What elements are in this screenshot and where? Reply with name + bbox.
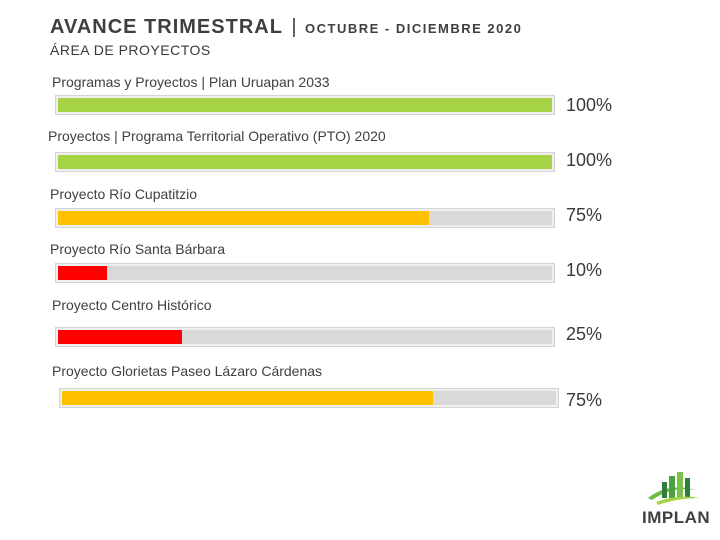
progress-percent: 100%	[566, 95, 613, 115]
progress-fill	[58, 211, 429, 225]
project-row: Proyecto Centro Histórico 25%	[52, 297, 672, 349]
progress-track	[60, 389, 558, 407]
title-main: AVANCE TRIMESTRAL	[50, 16, 283, 38]
progress-fill	[62, 391, 433, 405]
project-row: Proyectos | Programa Territorial Operati…	[48, 128, 668, 172]
logo-wordmark: IMPLAN	[642, 508, 711, 527]
project-label: Programas y Proyectos | Plan Uruapan 203…	[52, 74, 330, 90]
report-title: AVANCE TRIMESTRAL | OCTUBRE - DICIEMBRE …	[50, 16, 522, 39]
progress-track	[56, 209, 554, 227]
project-label: Proyecto Río Cupatitzio	[50, 186, 198, 202]
progress-track	[56, 96, 554, 114]
title-separator: |	[291, 16, 297, 38]
progress-percent: 10%	[566, 260, 603, 280]
building-leaf-logo-icon	[638, 468, 714, 536]
project-row: Proyecto Río Cupatitzio 75%	[50, 186, 670, 230]
progress-fill	[58, 155, 552, 169]
progress-track	[56, 328, 554, 346]
progress-percent: 75%	[566, 205, 603, 225]
progress-track	[56, 264, 554, 282]
project-row: Proyecto Glorietas Paseo Lázaro Cárdenas…	[52, 363, 672, 413]
project-row: Proyecto Río Santa Bárbara 10%	[50, 241, 670, 285]
progress-percent: 100%	[566, 150, 613, 170]
project-label: Proyecto Río Santa Bárbara	[50, 241, 226, 257]
progress-percent: 25%	[566, 324, 603, 344]
progress-fill	[58, 266, 108, 280]
project-row: Programas y Proyectos | Plan Uruapan 203…	[52, 74, 672, 118]
project-label: Proyectos | Programa Territorial Operati…	[48, 128, 386, 144]
project-label: Proyecto Glorietas Paseo Lázaro Cárdenas	[52, 363, 323, 379]
project-label: Proyecto Centro Histórico	[52, 297, 212, 313]
progress-fill	[58, 98, 552, 112]
progress-fill	[58, 330, 182, 344]
progress-track	[56, 153, 554, 171]
progress-percent: 75%	[566, 390, 603, 410]
title-period: OCTUBRE - DICIEMBRE 2020	[305, 21, 523, 36]
area-subtitle: ÁREA DE PROYECTOS	[50, 42, 211, 58]
